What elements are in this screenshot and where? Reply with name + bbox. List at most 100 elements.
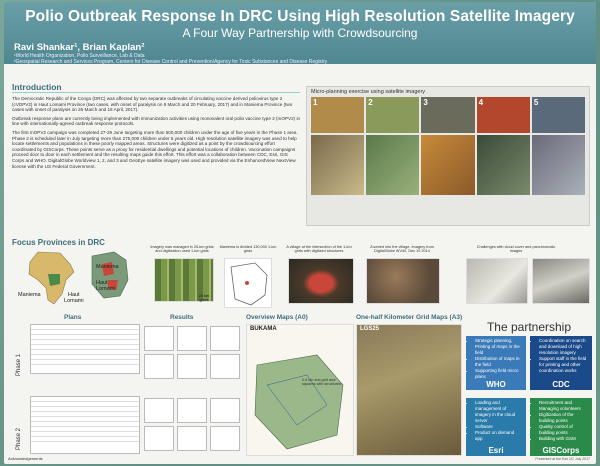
panchromatic-image — [532, 258, 590, 304]
who-box: Strategic planning, Printing of maps in … — [466, 336, 526, 390]
who-item: Strategic planning, Printing of maps in … — [475, 338, 523, 356]
result-card — [210, 398, 240, 423]
scale-label: 25 km grids — [198, 294, 210, 303]
result-card — [144, 354, 174, 379]
village-zoom-image — [366, 258, 440, 304]
results-phase-2 — [144, 398, 240, 451]
result-card — [144, 326, 174, 351]
giscorps-item: Quality control of building points — [539, 424, 589, 436]
microplanning-panel: Micro-planning exercise using satellite … — [306, 86, 590, 226]
partnership-heading: The partnership — [486, 320, 572, 334]
result-card — [177, 354, 207, 379]
village-grid-image — [288, 258, 354, 304]
partnership-section: The partnership — [466, 320, 592, 462]
half-km-grid-map — [356, 324, 462, 456]
title-banner — [4, 2, 596, 64]
step-4-image: 4 — [476, 97, 530, 133]
focus-provinces-heading: Focus Provinces in DRC — [12, 238, 105, 247]
microplanning-steps: 1 2 3 4 5 — [311, 97, 586, 133]
intro-paragraph-1: The Democratic Republic of the Congo (DR… — [12, 96, 293, 113]
footer-note: Presented at the Esri UC July 2017 — [535, 457, 590, 461]
result-card — [144, 426, 174, 451]
giscorps-item: Recruitment and Managing volunteers — [539, 400, 589, 412]
maniema-grid-map — [224, 258, 272, 308]
authors: Ravi Shankar¹, Brian Kaplan² — [14, 42, 145, 53]
half-km-heading: One-half Kilometer Grid Maps (A3) — [356, 314, 463, 321]
step-2-image: 2 — [366, 97, 420, 133]
esri-logo: Esri — [488, 446, 504, 455]
maniema-label: Maniema — [18, 292, 41, 298]
overview-map-drawing — [254, 354, 344, 450]
giscorps-logo: GISCorps — [542, 446, 580, 455]
panel-1-caption: Imagery was managed in 25-km grids and d… — [150, 245, 214, 254]
result-card — [177, 326, 207, 351]
affiliation-1: ¹World Health Organization, Polio Survei… — [14, 53, 145, 59]
step-1-image: 1 — [311, 97, 365, 133]
poster-subtitle: A Four Way Partnership with Crowdsourcin… — [182, 26, 418, 40]
result-card — [177, 426, 207, 451]
who-item: Supporting field micro plans — [475, 368, 523, 380]
field-photo — [476, 135, 530, 195]
microplanning-photos — [311, 135, 586, 195]
step-number: 3 — [423, 98, 428, 107]
haut-lomami-label: Haut Lomami — [64, 292, 84, 304]
overview-note: 0.5 km sub grid and squares with structu… — [302, 378, 342, 387]
giscorps-box: Recruitment and Managing volunteers Digi… — [530, 398, 592, 456]
africa-map — [28, 251, 75, 305]
poster-title: Polio Outbreak Response In DRC Using Hig… — [25, 8, 575, 25]
overview-maps-heading: Overview Maps (A0) — [246, 314, 308, 321]
introduction-heading: Introduction — [12, 82, 300, 93]
panel-3-caption: A village at the intersection of the 1-k… — [286, 245, 352, 254]
result-card — [177, 398, 207, 423]
results-heading: Results — [170, 314, 194, 321]
phase-1-label: Phase 1 — [16, 353, 22, 376]
affiliations: ¹World Health Organization, Polio Survei… — [14, 53, 327, 65]
introduction-section: Introduction The Democratic Republic of … — [12, 82, 300, 230]
phase-2-table — [30, 396, 140, 454]
affiliation-2: ²Geospatial Research and Services Progra… — [14, 59, 328, 65]
results-phase-1 — [144, 326, 240, 379]
field-photo — [531, 135, 586, 195]
bukama-label: BUKAMA — [250, 326, 277, 332]
esri-box: Loading and management of imagery in the… — [466, 398, 526, 456]
field-photo — [421, 135, 475, 195]
phase-1-table — [30, 324, 140, 374]
esri-item: Software — [475, 424, 523, 430]
step-number: 2 — [368, 98, 373, 107]
esri-item: Product on demand app — [475, 430, 523, 442]
plans-heading: Plans — [64, 314, 82, 321]
lgs25-label: LGS25 — [360, 326, 380, 332]
step-3-image: 3 — [421, 97, 475, 133]
panel-5-caption: Challenges with cloud cover and panchrom… — [476, 245, 556, 254]
who-item: Distribution of maps in the field — [475, 356, 523, 368]
giscorps-item: Building with GSM — [539, 436, 589, 442]
cdc-item: Support staff in the field for printing … — [539, 356, 589, 374]
imagery-grid-map — [154, 258, 214, 302]
acknowledgements: Acknowledgements — [8, 456, 43, 461]
microplanning-heading: Micro-planning exercise using satellite … — [311, 89, 426, 95]
maniema-label-2: Maniema — [96, 264, 119, 270]
result-card — [210, 326, 240, 351]
esri-item: Loading and management of imagery in the… — [475, 400, 523, 424]
panel-4-caption: Zoomed into the village. Imagery from Di… — [370, 245, 434, 254]
focus-provinces-section: Focus Provinces in DRC — [12, 238, 142, 310]
intro-paragraph-2: Outbreak response plans are currently be… — [12, 115, 301, 127]
cdc-item: Coordination on search and download of h… — [539, 338, 589, 356]
result-card — [210, 426, 240, 451]
drc-province-map — [91, 251, 129, 299]
step-5-image: 5 — [531, 97, 586, 133]
phase-2-label: Phase 2 — [16, 427, 22, 450]
field-photo — [366, 135, 420, 195]
result-card — [210, 354, 240, 379]
panel-2-caption: Maniema is divided 130,000 1-km grids — [219, 245, 277, 254]
cloud-cover-image — [466, 258, 528, 304]
result-card — [144, 398, 174, 423]
intro-paragraph-3: The first mOPV2 campaign was completed 2… — [12, 129, 298, 169]
haut-lomami-label-2: Haut Lomami — [96, 280, 116, 292]
giscorps-item: Digitization of the building points — [539, 412, 589, 424]
step-number: 4 — [478, 98, 484, 107]
cdc-box: Coordination on search and download of h… — [530, 336, 592, 390]
cdc-logo: CDC — [552, 380, 570, 389]
step-number: 1 — [313, 98, 318, 107]
overview-map — [246, 324, 354, 456]
